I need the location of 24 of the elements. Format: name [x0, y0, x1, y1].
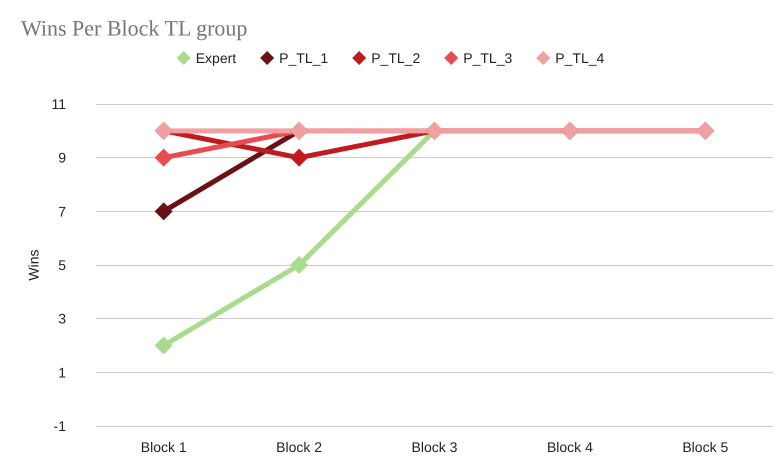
point	[290, 256, 308, 274]
chart-title: Wins Per Block TL group	[21, 16, 248, 40]
x-tick-label: Block 1	[140, 439, 187, 455]
x-tick-label: Block 2	[276, 439, 322, 455]
x-tick-label: Block 5	[682, 439, 728, 455]
point	[154, 202, 173, 220]
x-tick-label: Block 4	[546, 439, 594, 455]
x-tick-label: Block 3	[412, 439, 458, 455]
y-tick-label: 9	[58, 150, 66, 166]
y-tick-label: 11	[51, 96, 66, 112]
legend-label: Expert	[196, 50, 236, 66]
legend-label: P_TL_2	[371, 50, 420, 66]
legend-label: P_TL_1	[279, 50, 328, 66]
y-tick-label: 1	[58, 364, 66, 380]
y-tick-label: 5	[58, 257, 66, 273]
point	[154, 148, 173, 167]
y-tick-label: 7	[58, 203, 66, 220]
point	[290, 148, 308, 167]
y-tick-label: 3	[58, 310, 66, 327]
legend-label: P_TL_4	[555, 50, 605, 66]
legend-label: P_TL_3	[463, 50, 512, 66]
y-axis-title: Wins	[26, 249, 42, 281]
y-tick-label: -1	[54, 418, 66, 434]
point	[154, 336, 173, 354]
